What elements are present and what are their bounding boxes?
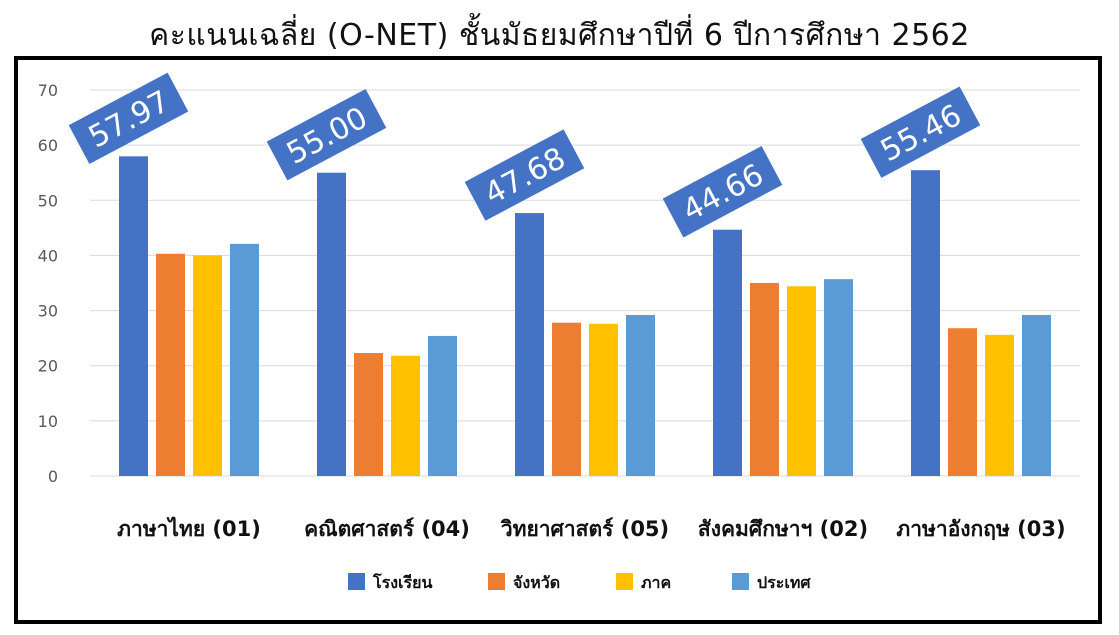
callout-box bbox=[464, 129, 585, 221]
bar bbox=[911, 170, 940, 476]
category-label: คณิตศาสตร์ (04) bbox=[304, 517, 470, 541]
bar bbox=[824, 279, 853, 476]
legend-label: ภาค bbox=[641, 573, 671, 592]
value-callout: 57.97 bbox=[68, 72, 189, 165]
bar bbox=[515, 213, 544, 476]
chart-title: คะแนนเฉลี่ย (O-NET) ชั้นมัธยมศึกษาปีที่ … bbox=[149, 18, 970, 53]
bar bbox=[787, 286, 816, 476]
legend-label: โรงเรียน bbox=[372, 572, 432, 592]
category-label: สังคมศึกษาฯ (02) bbox=[698, 517, 868, 541]
category-label: ภาษาไทย (01) bbox=[117, 516, 261, 541]
bar bbox=[230, 243, 259, 476]
legend-swatch bbox=[488, 573, 505, 590]
bar bbox=[985, 334, 1014, 476]
legend-swatch bbox=[732, 573, 749, 590]
y-tick-label: 30 bbox=[38, 302, 58, 321]
y-tick-label: 50 bbox=[38, 191, 58, 210]
bar bbox=[391, 355, 420, 476]
y-tick-label: 20 bbox=[38, 357, 58, 376]
callout-box bbox=[68, 72, 189, 165]
bar bbox=[354, 353, 383, 476]
callout-box bbox=[662, 146, 783, 238]
y-tick-label: 10 bbox=[38, 412, 58, 431]
value-callout: 55.00 bbox=[266, 88, 387, 181]
bar bbox=[156, 253, 185, 476]
y-tick-label: 60 bbox=[38, 136, 58, 155]
value-callout: 44.66 bbox=[662, 146, 783, 238]
callout-box bbox=[860, 86, 981, 178]
bar bbox=[317, 172, 346, 476]
y-tick-label: 70 bbox=[38, 81, 58, 100]
bar bbox=[428, 335, 457, 476]
value-callout: 55.46 bbox=[860, 86, 981, 178]
bar bbox=[1022, 314, 1051, 476]
category-label: ภาษาอังกฤษ (03) bbox=[896, 517, 1065, 541]
bar-chart: 0 10 20 30 40 50 60 70 ภาษาไทย (01) คณิตศาสตร์ (0… bbox=[38, 72, 1080, 592]
y-tick-label: 0 bbox=[48, 467, 58, 486]
legend-swatch bbox=[616, 573, 633, 590]
bar bbox=[948, 328, 977, 476]
category-label: วิทยาศาสตร์ (05) bbox=[500, 517, 670, 541]
bar bbox=[589, 323, 618, 476]
bar bbox=[626, 314, 655, 476]
chart-frame: 0 10 20 30 40 50 60 70 ภาษาไทย (01) คณิตศาสตร์ (0… bbox=[14, 56, 1102, 624]
legend-swatch bbox=[348, 573, 365, 590]
bar bbox=[119, 156, 148, 476]
bar bbox=[750, 283, 779, 476]
legend-label: ประเทศ bbox=[757, 573, 811, 592]
legend-label: จังหวัด bbox=[513, 573, 560, 592]
y-tick-label: 40 bbox=[38, 246, 58, 265]
value-callout: 47.68 bbox=[464, 129, 585, 221]
bar bbox=[713, 229, 742, 476]
bar bbox=[552, 322, 581, 476]
bar bbox=[193, 255, 222, 476]
callout-box bbox=[266, 88, 387, 181]
